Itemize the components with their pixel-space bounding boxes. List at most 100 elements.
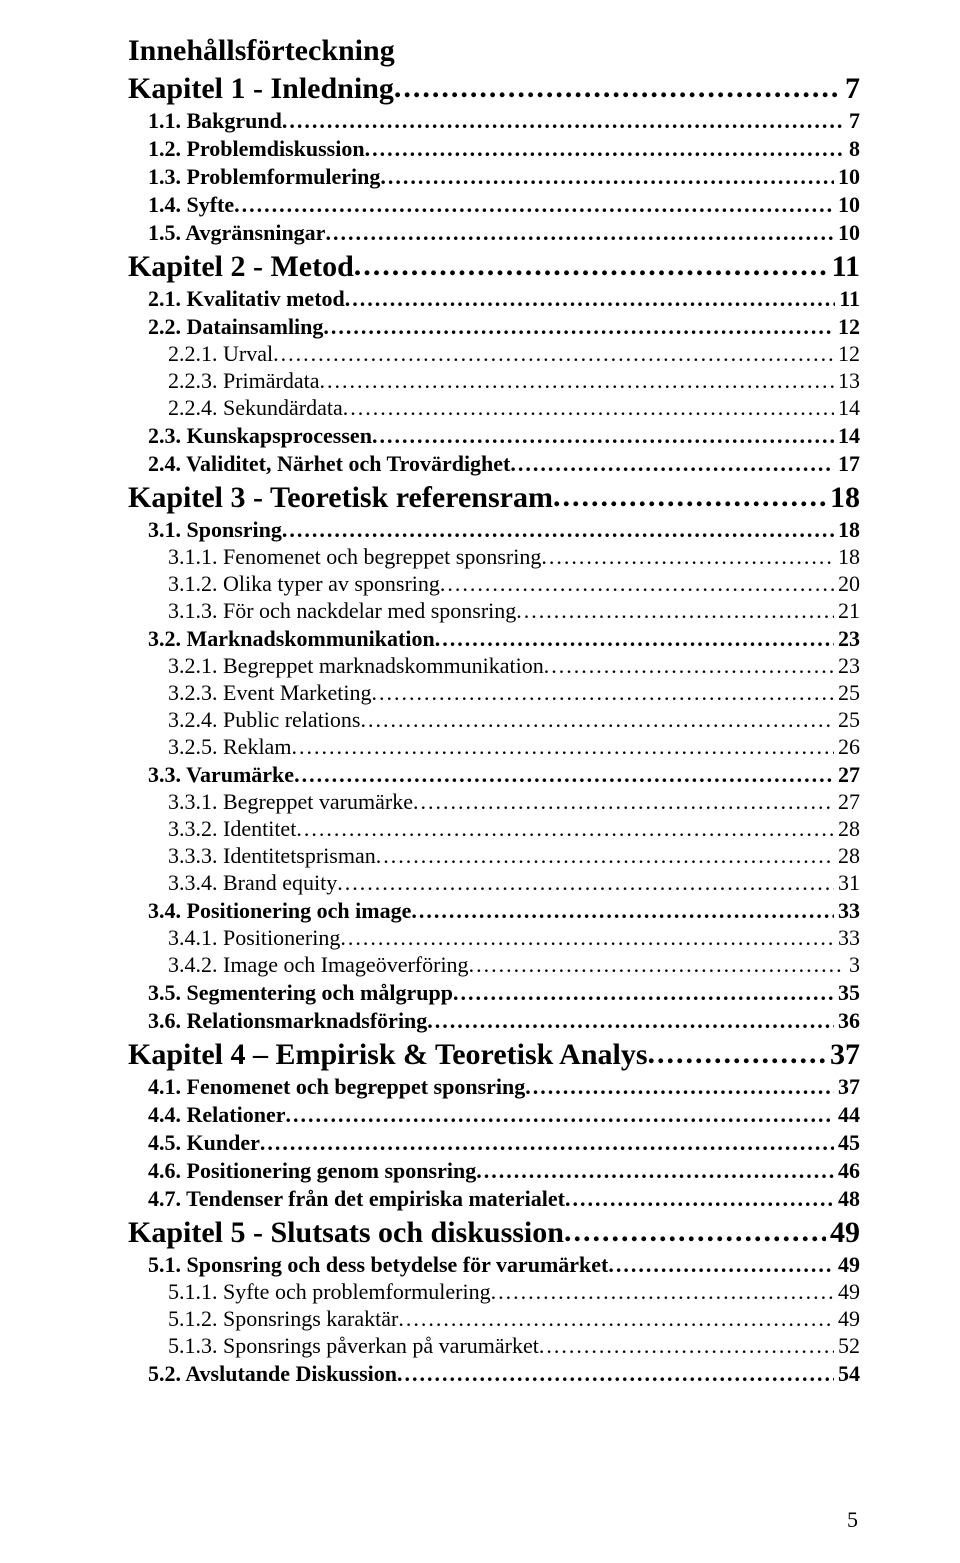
toc-entry: 4.5. Kunder45: [128, 1130, 860, 1156]
toc-entry-label: 3.6. Relationsmarknadsföring: [148, 1008, 427, 1034]
toc-entry: 2.3. Kunskapsprocessen14: [128, 423, 860, 449]
toc-entry-page: 27: [834, 762, 860, 788]
toc-entry-page: 13: [834, 368, 860, 394]
toc-entry: Kapitel 5 - Slutsats och diskussion49: [128, 1216, 860, 1250]
toc-entry-page: 14: [834, 395, 860, 421]
toc-leader-dots: [294, 762, 834, 788]
toc-entry: 4.6. Positionering genom sponsring46: [128, 1158, 860, 1184]
toc-entry: 3.3.4. Brand equity 31: [128, 870, 860, 896]
toc-entry-label: 5.2. Avslutande Diskussion: [148, 1361, 397, 1387]
toc-entry-label: Kapitel 5 - Slutsats och diskussion: [128, 1216, 564, 1250]
toc-entry: Kapitel 1 - Inledning7: [128, 72, 860, 106]
page-number: 5: [128, 1507, 860, 1533]
toc-entry: 3.4. Positionering och image33: [128, 898, 860, 924]
toc-entry-label: Kapitel 1 - Inledning: [128, 72, 394, 106]
toc-entry-label: 3.3.2. Identitet: [168, 816, 296, 842]
toc-entry-label: 5.1.1. Syfte och problemformulering: [168, 1279, 491, 1305]
toc-leader-dots: [491, 1279, 834, 1305]
toc-entry-label: 2.1. Kvalitativ metod: [148, 286, 345, 312]
toc-entry-page: 36: [834, 1008, 860, 1034]
toc-entry: Kapitel 3 - Teoretisk referensram18: [128, 481, 860, 515]
toc-entry: 3.2.1. Begreppet marknadskommunikation23: [128, 653, 860, 679]
toc-leader-dots: [285, 1102, 834, 1128]
toc-entry: 3.3. Varumärke 27: [128, 762, 860, 788]
toc-leader-dots: [427, 1008, 834, 1034]
toc-entry-label: 3.4.2. Image och Imageöverföring: [168, 952, 469, 978]
toc-entry-label: Kapitel 3 - Teoretisk referensram: [128, 481, 553, 515]
toc-leader-dots: [394, 72, 841, 105]
toc-leader-dots: [260, 1130, 834, 1156]
toc-entry: 5.1. Sponsring och dess betydelse för va…: [128, 1252, 860, 1278]
toc-entry-page: 17: [834, 451, 860, 477]
toc-entry-label: 3.1.2. Olika typer av sponsring: [168, 571, 440, 597]
toc-entry-page: 49: [834, 1306, 860, 1332]
toc-leader-dots: [469, 952, 845, 978]
toc-entry-label: 3.4.1. Positionering: [168, 925, 340, 951]
toc-entry-label: 5.1. Sponsring och dess betydelse för va…: [148, 1252, 608, 1278]
document-page: Innehållsförteckning Kapitel 1 - Inledni…: [0, 0, 960, 1563]
toc-leader-dots: [372, 423, 834, 449]
toc-leader-dots: [398, 1306, 834, 1332]
toc-leader-dots: [320, 368, 834, 394]
toc-leader-dots: [544, 653, 834, 679]
toc-entry: 2.1. Kvalitativ metod11: [128, 286, 860, 312]
toc-entry: Kapitel 4 – Empirisk & Teoretisk Analys3…: [128, 1038, 860, 1072]
toc-leader-dots: [648, 1038, 826, 1071]
toc-entry-page: 35: [834, 980, 860, 1006]
toc-entry-label: 3.1.1. Fenomenet och begreppet sponsring: [168, 544, 541, 570]
toc-entry-page: 33: [834, 898, 860, 924]
toc-entry-label: 3.2.1. Begreppet marknadskommunikation: [168, 653, 544, 679]
toc-leader-dots: [476, 1158, 834, 1184]
toc-entry-page: 14: [834, 423, 860, 449]
toc-entry-label: 3.2. Marknadskommunikation: [148, 626, 435, 652]
toc-leader-dots: [371, 680, 834, 706]
toc-leader-dots: [291, 734, 834, 760]
toc-entry: 3.4.1. Positionering33: [128, 925, 860, 951]
toc-entry-page: 11: [828, 250, 860, 284]
toc-leader-dots: [564, 1216, 826, 1249]
toc-entry: 5.1.2. Sponsrings karaktär49: [128, 1306, 860, 1332]
toc-entry-page: 27: [834, 789, 860, 815]
toc-entry-label: 2.2.3. Primärdata: [168, 368, 320, 394]
toc-leader-dots: [340, 925, 834, 951]
toc-entry: 2.2.4. Sekundärdata 14: [128, 395, 860, 421]
toc-entry: 4.1. Fenomenet och begreppet sponsring37: [128, 1074, 860, 1100]
toc-entry: 5.1.3. Sponsrings påverkan på varumärket…: [128, 1333, 860, 1359]
table-of-contents: Kapitel 1 - Inledning71.1. Bakgrund71.2.…: [128, 72, 860, 1387]
toc-entry-label: 1.3. Problemformulering: [148, 164, 380, 190]
toc-entry: 2.2.1. Urval12: [128, 341, 860, 367]
toc-entry-page: 49: [834, 1252, 860, 1278]
toc-entry-label: 1.5. Avgränsningar: [148, 220, 325, 246]
toc-entry-label: 2.2. Datainsamling: [148, 314, 323, 340]
toc-entry: Kapitel 2 - Metod 11: [128, 250, 860, 284]
toc-leader-dots: [553, 481, 826, 514]
toc-entry: 1.2. Problemdiskussion8: [128, 136, 860, 162]
toc-entry-label: 2.2.4. Sekundärdata: [168, 395, 343, 421]
toc-entry: 3.1. Sponsring 18: [128, 517, 860, 543]
toc-entry-label: Kapitel 2 - Metod: [128, 250, 354, 284]
toc-entry-page: 31: [834, 870, 860, 896]
toc-entry-label: 4.5. Kunder: [148, 1130, 260, 1156]
toc-entry-page: 28: [834, 816, 860, 842]
toc-entry-label: 4.4. Relationer: [148, 1102, 285, 1128]
toc-entry-page: 37: [826, 1038, 860, 1072]
toc-entry-page: 44: [834, 1102, 860, 1128]
toc-leader-dots: [343, 395, 834, 421]
toc-entry-label: 3.2.5. Reklam: [168, 734, 291, 760]
toc-entry-label: 3.3.3. Identitetsprisman: [168, 843, 376, 869]
toc-entry-label: 3.3. Varumärke: [148, 762, 294, 788]
toc-entry-page: 18: [834, 517, 860, 543]
toc-leader-dots: [273, 341, 834, 367]
toc-leader-dots: [234, 192, 834, 218]
toc-entry: 2.2. Datainsamling12: [128, 314, 860, 340]
toc-entry-page: 7: [845, 108, 860, 134]
toc-leader-dots: [337, 870, 834, 896]
toc-entry: 3.3.2. Identitet 28: [128, 816, 860, 842]
toc-entry-label: 3.1. Sponsring: [148, 517, 282, 543]
toc-entry-label: 3.3.4. Brand equity: [168, 870, 337, 896]
toc-entry: 3.3.1. Begreppet varumärke27: [128, 789, 860, 815]
toc-leader-dots: [453, 980, 834, 1006]
toc-leader-dots: [411, 898, 834, 924]
toc-entry: 5.1.1. Syfte och problemformulering49: [128, 1279, 860, 1305]
toc-leader-dots: [413, 789, 834, 815]
